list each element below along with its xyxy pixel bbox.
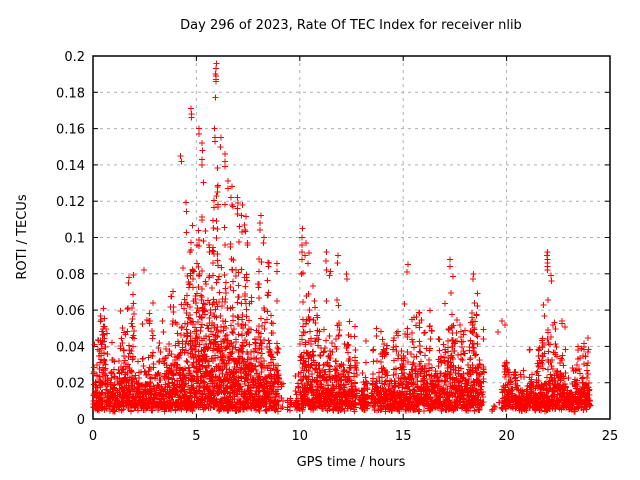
y-tick-label: 0.18 [56,86,85,101]
tick-labels: 0 5 10 15 20 25 0 0.02 0.04 0.06 0.08 0.1 0.12 0.14 0.… [56,50,618,444]
y-tick-label: 0.08 [56,268,85,283]
x-tick-label: 10 [292,429,309,444]
x-tick-label: 0 [89,429,97,444]
y-tick-label: 0.06 [56,304,85,319]
scatter-points [90,60,594,415]
x-tick-label: 15 [395,429,412,444]
y-tick-label: 0.16 [56,123,85,138]
axis-ticks [92,55,611,420]
y-tick-label: 0.04 [56,340,85,355]
chart-title: Day 296 of 2023, Rate Of TEC Index for r… [180,18,522,33]
x-tick-label: 5 [192,429,200,444]
roti-data-points [90,60,594,415]
x-tick-label: 25 [602,429,619,444]
y-tick-label: 0 [77,413,85,428]
y-tick-label: 0.12 [56,195,85,210]
y-axis-label: ROTI / TECUs [15,194,30,279]
y-tick-label: 0.2 [64,50,85,65]
x-axis-label: GPS time / hours [297,455,406,470]
y-tick-label: 0.1 [64,232,85,247]
x-tick-label: 20 [498,429,515,444]
y-tick-label: 0.02 [56,377,85,392]
y-tick-label: 0.14 [56,159,85,174]
